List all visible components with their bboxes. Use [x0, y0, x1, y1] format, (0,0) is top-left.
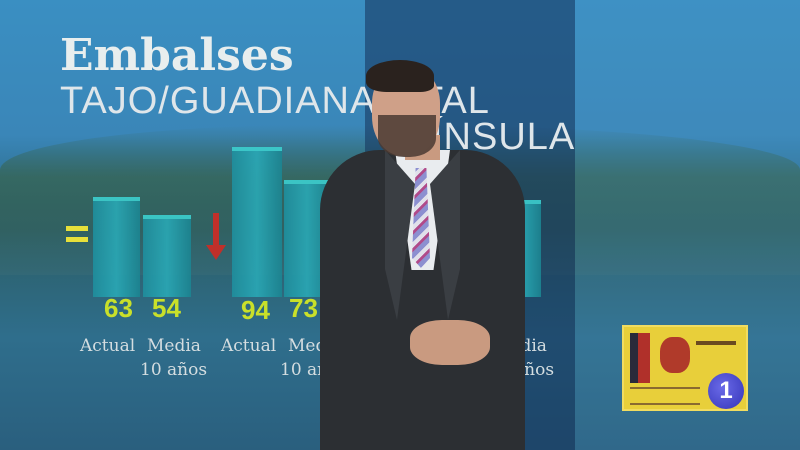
- label-actual: Actual: [221, 336, 277, 356]
- bar-tajo-media: [143, 215, 191, 297]
- value-guadiana-media: 73: [289, 293, 318, 323]
- graphic-subtitle: TAJO/GUADIANA: [60, 80, 377, 122]
- ministry-logo: 1: [622, 325, 748, 411]
- value-tajo-media: 54: [152, 293, 181, 323]
- equal-icon: [66, 226, 88, 242]
- coat-of-arms-icon: [660, 337, 690, 373]
- bar-guadiana-actual: [232, 147, 282, 297]
- graphic-title: Embalses: [60, 30, 294, 81]
- flag-icon: [630, 333, 650, 383]
- value-guadiana-actual: 94: [241, 295, 270, 325]
- down-arrow-icon: [206, 213, 226, 260]
- value-tajo-actual: 63: [104, 293, 133, 323]
- tve-1-icon: 1: [708, 373, 744, 409]
- label-media: Media: [147, 336, 201, 356]
- label-period: 10 años: [140, 360, 208, 380]
- label-actual: Actual: [80, 336, 136, 356]
- bar-tajo-actual: [93, 197, 140, 297]
